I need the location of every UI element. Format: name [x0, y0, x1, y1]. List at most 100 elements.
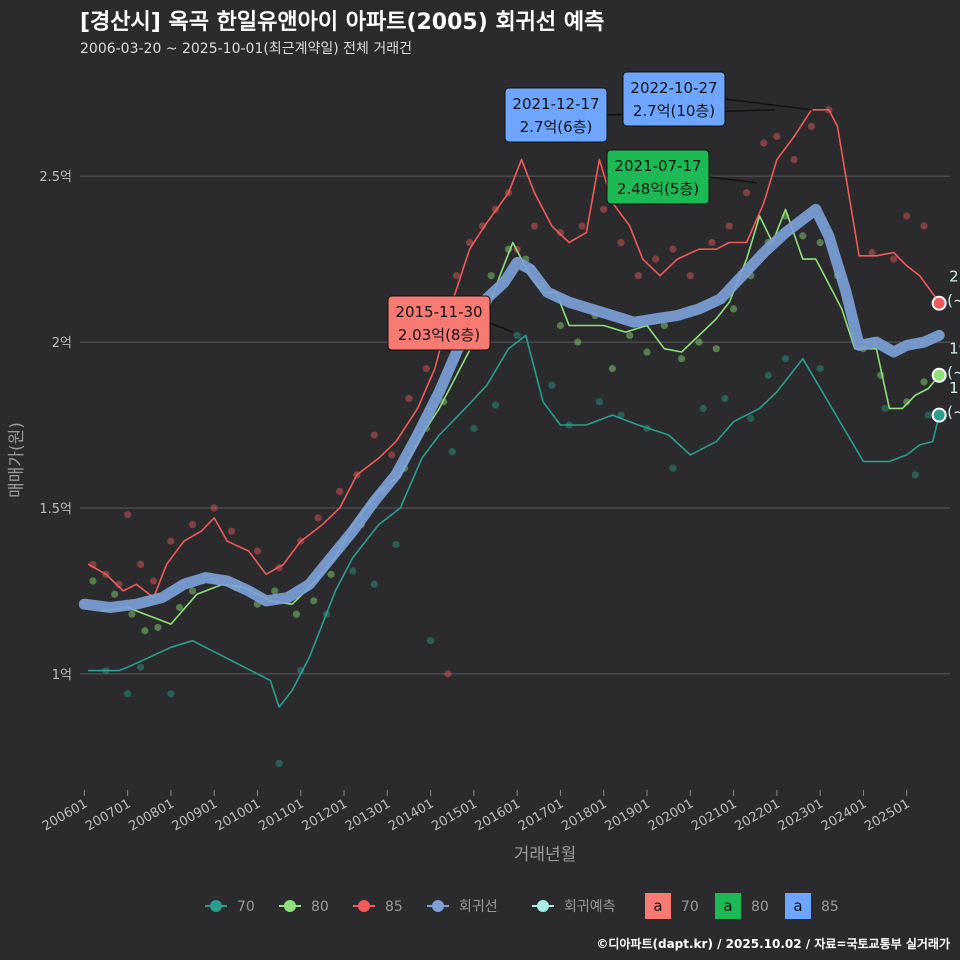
legend-key-dot	[284, 900, 296, 912]
scatter-point-s85	[136, 560, 145, 568]
scatter-point-s85	[422, 365, 430, 373]
x-tick-label: 201701	[516, 796, 566, 834]
scatter-point-s80	[608, 365, 616, 373]
callout-box	[387, 295, 491, 351]
legend-box-box80: a 80	[715, 893, 769, 919]
legend-label: 85	[385, 899, 403, 915]
callout-value: 2.03억(8층)	[398, 326, 480, 344]
legend-box-swatch	[785, 893, 811, 919]
source-credit: ©디아파트(dapt.kr) / 2025.10.02 / 자료=국토교통부 실…	[596, 937, 950, 951]
scatter-point-s85	[444, 670, 452, 678]
scatter-point-s70	[595, 398, 604, 406]
callout-value: 2.7억(10층)	[633, 102, 715, 120]
series-line-s70	[87, 334, 940, 708]
scatter-point-s85	[903, 212, 911, 220]
legend-key-dot	[210, 900, 222, 912]
scatter-point-s70	[669, 464, 677, 472]
scatter-point-s80	[574, 338, 582, 346]
scatter-point-s80	[141, 627, 149, 635]
x-tick-label: 201201	[300, 796, 350, 834]
x-tick-label: 202201	[732, 796, 782, 834]
callout-date: 2021-07-17	[614, 157, 701, 175]
legend-item-pred: 회귀예측	[532, 899, 616, 915]
scatter-point-s70	[275, 759, 283, 768]
x-tick-label: 200601	[40, 796, 90, 834]
scatter-point-s85	[405, 394, 413, 403]
scatter-point-s85	[556, 228, 565, 237]
scatter-point-s80	[556, 321, 565, 330]
scatter-point-s80	[729, 305, 738, 313]
x-tick-label: 202101	[689, 796, 739, 834]
prediction-area-label: (~85㎡)	[947, 291, 960, 309]
x-tick-label: 201001	[213, 796, 263, 834]
prediction-point-s85	[931, 295, 947, 311]
scatter-point-s85	[890, 255, 898, 263]
y-tick-label: 1억	[52, 668, 72, 683]
chart-subtitle: 2006-03-20 ~ 2025-10-01(최근계약일) 전체 거래건	[80, 41, 412, 57]
y-tick-label: 2억	[52, 336, 72, 351]
scatter-point-s70	[881, 404, 889, 413]
scatter-point-s85	[188, 520, 197, 529]
callout-box	[606, 149, 710, 205]
scatter-point-s85	[708, 238, 716, 247]
series-line-s85	[87, 109, 940, 599]
legend-key-dot	[358, 900, 370, 912]
scatter-point-s85	[388, 451, 396, 459]
callout-connector	[708, 176, 758, 184]
x-tick-label: 201801	[559, 796, 609, 834]
scatter-point-s70	[911, 471, 919, 479]
callout-connector	[724, 98, 813, 111]
scatter-point-s80	[626, 331, 634, 340]
legend-label: 70	[681, 899, 699, 915]
scatter-point-s70	[721, 394, 729, 403]
prediction-point-s70	[931, 407, 947, 423]
callout-date: 2015-11-30	[395, 303, 482, 321]
legend-label: 회귀예측	[564, 899, 616, 915]
x-tick-label: 202401	[819, 796, 869, 834]
scatter-point-s70	[491, 401, 500, 409]
scatter-point-s80	[816, 238, 824, 247]
callout-value: 2.7억(6층)	[520, 118, 593, 136]
scatter-point-s70	[764, 371, 772, 379]
legend-label: 80	[311, 899, 329, 915]
scatter-point-s85	[790, 155, 798, 164]
x-tick-label: 202301	[776, 796, 826, 834]
scatter-point-s85	[210, 504, 218, 512]
scatter-point-s80	[327, 570, 335, 578]
scatter-point-s80	[678, 355, 686, 363]
y-tick-label: 2.5억	[39, 170, 72, 185]
scatter-point-s85	[578, 222, 586, 230]
y-axis-title: 매매가(원)	[7, 422, 27, 498]
scatter-point-s85	[773, 132, 781, 140]
x-axis-title: 거래년월	[514, 845, 577, 865]
callout-date: 2022-10-27	[630, 79, 717, 97]
scatter-point-s85	[742, 189, 751, 197]
scatter-point-s70	[370, 580, 378, 588]
scatter-point-s85	[634, 272, 642, 280]
prediction-value-label: 21,167	[949, 267, 960, 285]
scatter-point-s70	[747, 414, 755, 422]
callout-connector	[489, 322, 514, 333]
scatter-point-s85	[920, 222, 928, 230]
scatter-point-s70	[448, 447, 456, 456]
x-tick-label: 201501	[429, 796, 479, 834]
scatter-point-s70	[349, 567, 357, 575]
scatter-point-s70	[124, 690, 132, 698]
x-tick-label: 201901	[603, 796, 653, 834]
scatter-point-s80	[712, 345, 720, 353]
scatter-point-s80	[188, 587, 197, 595]
scatter-point-s80	[920, 378, 928, 386]
legend-box-letter: a	[723, 897, 732, 915]
scatter-point-s85	[124, 511, 132, 519]
callout-value: 2.48억(5층)	[617, 180, 699, 198]
scatter-point-s80	[660, 321, 668, 330]
callout-date: 2021-12-17	[512, 95, 599, 113]
x-tick-label: 201601	[473, 796, 523, 834]
scatter-point-s85	[669, 245, 677, 253]
scatter-point-s70	[548, 381, 556, 389]
legend-box-letter: a	[793, 897, 802, 915]
x-tick-label: 200901	[170, 796, 220, 834]
legend-box-swatch	[645, 893, 671, 919]
legend-label: 80	[751, 899, 769, 915]
scatter-point-s80	[695, 338, 703, 346]
